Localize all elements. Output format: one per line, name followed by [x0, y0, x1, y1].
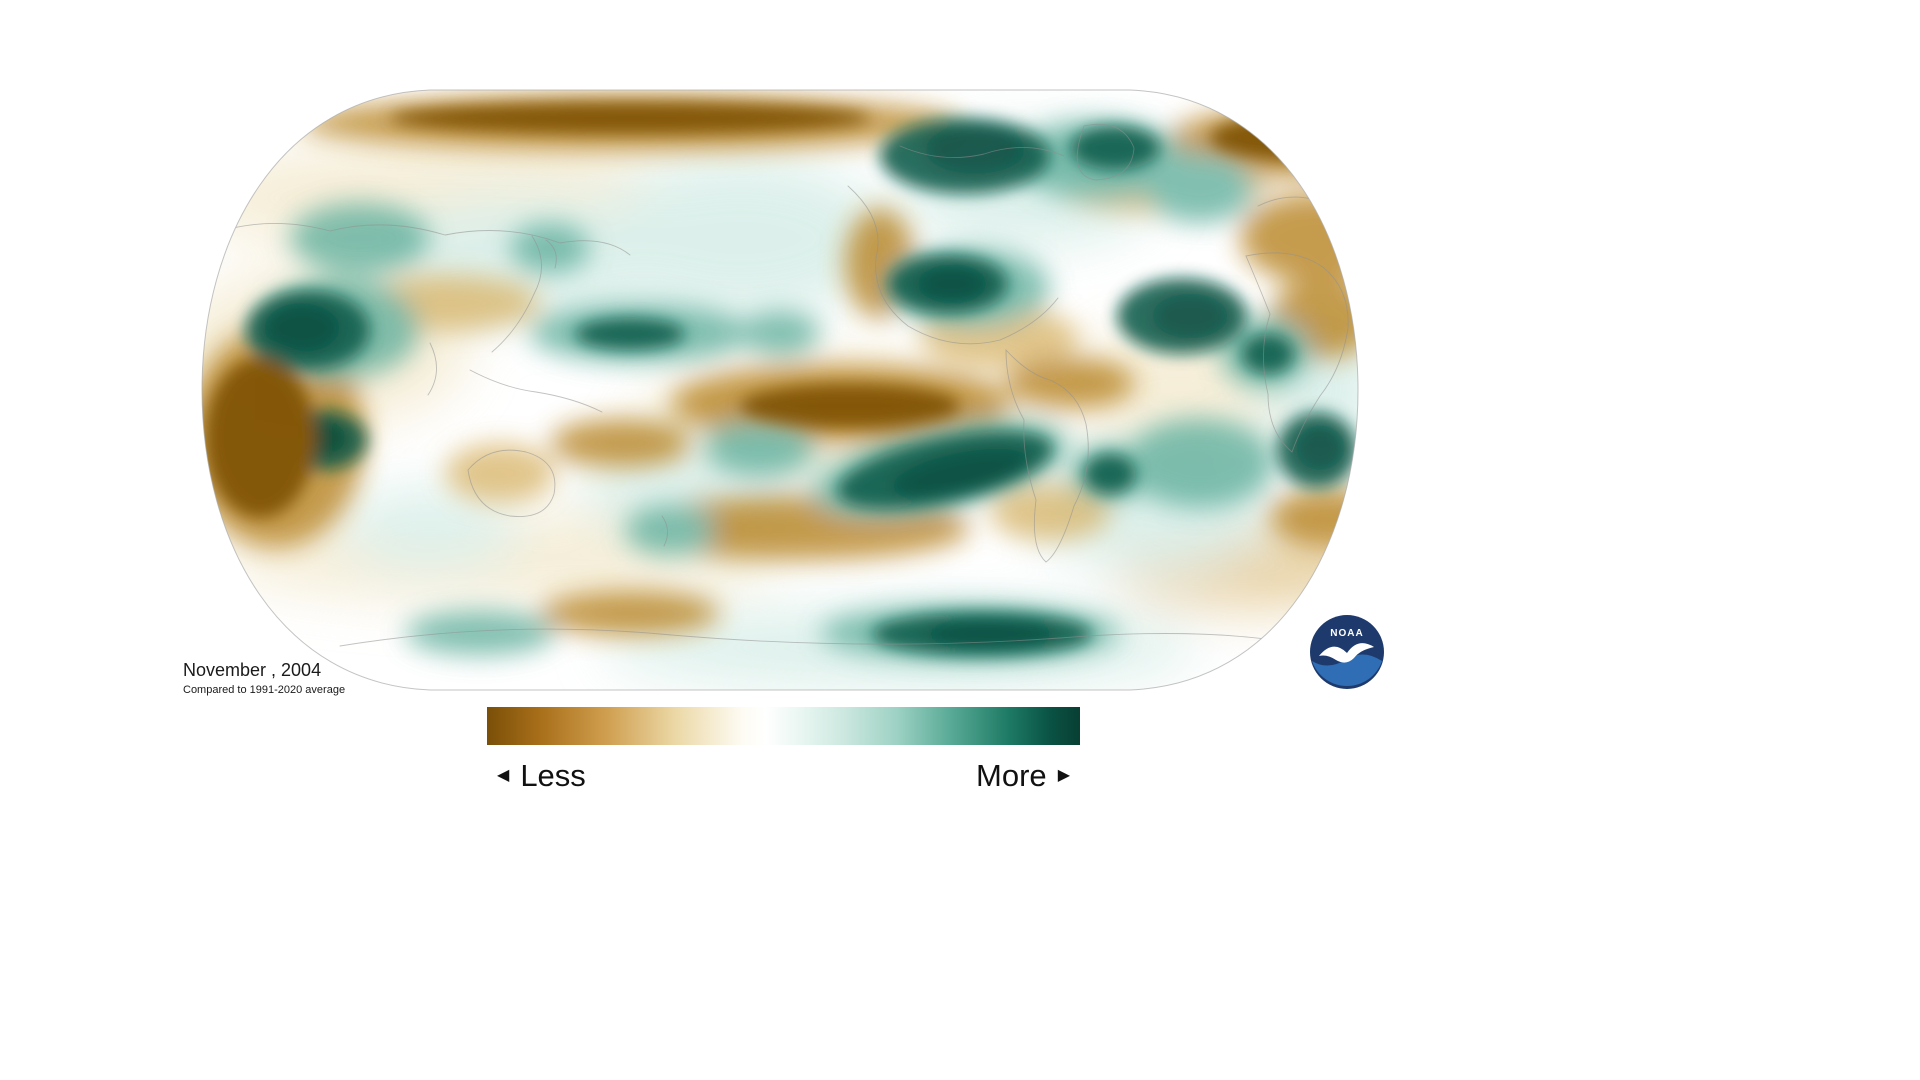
- coast-north-america: [847, 185, 1059, 345]
- coast-indonesia: [469, 369, 603, 413]
- coast-africa: [1245, 252, 1349, 453]
- coast-south-america: [1005, 348, 1089, 563]
- noaa-logo-text: NOAA: [1330, 628, 1363, 639]
- coast-india: [427, 342, 437, 396]
- projection-outline: [201, 89, 1359, 691]
- noaa-logo: NOAA: [1310, 615, 1384, 689]
- legend-color-bar: [487, 707, 1080, 745]
- more-label: More: [976, 758, 1047, 793]
- less-label: Less: [520, 758, 586, 793]
- noaa-logo-sea: [1312, 654, 1382, 686]
- anomaly-dark-cores: [205, 102, 1358, 656]
- date-label: November , 2004: [183, 660, 322, 680]
- more-arrow-icon: ▶: [1057, 767, 1070, 784]
- coast-arctic-canada: [899, 145, 1065, 158]
- coast-antarctica: [339, 628, 1311, 647]
- less-arrow-icon: ◀: [497, 767, 510, 784]
- coast-eurasia-north: [214, 223, 631, 256]
- coast-japan: [545, 239, 557, 269]
- legend-more-group: More ▶: [965, 758, 1070, 794]
- date-block: November , 2004 Compared to 1991-2020 av…: [183, 660, 345, 696]
- coast-australia: [467, 449, 556, 517]
- legend-less-group: ◀ Less: [497, 758, 597, 794]
- noaa-seagull-icon: [1319, 643, 1374, 663]
- coast-east-asia: [491, 235, 542, 353]
- legend-labels: ◀ Less More ▶: [487, 752, 1080, 800]
- coast-greenland: [1076, 123, 1135, 181]
- world-anomaly-map: [201, 89, 1359, 691]
- coast-new-zealand: [661, 515, 668, 547]
- comparison-label: Compared to 1991-2020 average: [183, 684, 346, 696]
